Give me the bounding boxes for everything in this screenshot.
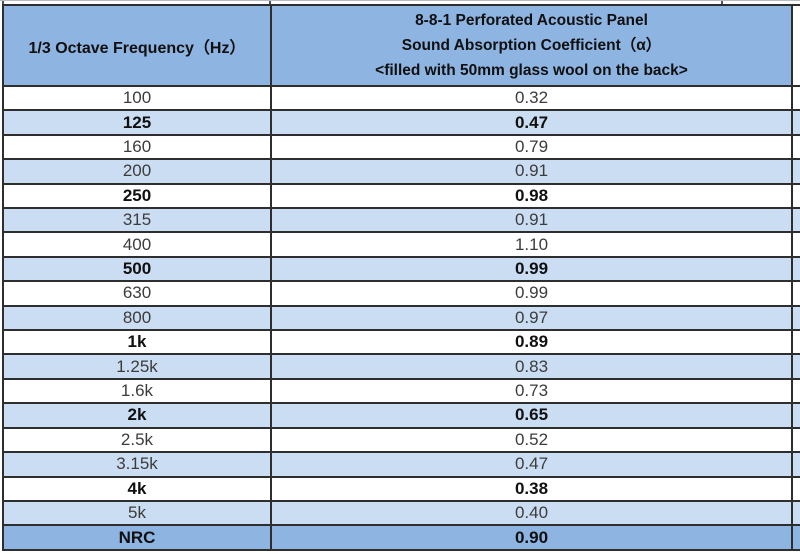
frequency-cell: NRC bbox=[118, 527, 156, 547]
coefficient-cell: 0.98 bbox=[270, 184, 791, 208]
frequency-cell: 500 bbox=[122, 259, 152, 279]
frequency-cell: 1.25k bbox=[116, 356, 158, 376]
table-row: NRC 0.90 bbox=[4, 526, 800, 551]
absorption-table: 1/3 Octave Frequency（Hz） 8-8-1 Perforate… bbox=[2, 4, 800, 551]
cropped-column-sliver bbox=[791, 379, 800, 403]
table-row: 100 0.32 bbox=[4, 87, 800, 112]
table-row: 160 0.79 bbox=[4, 135, 800, 161]
cropped-column-sliver bbox=[791, 501, 800, 525]
crop-artifact-tick bbox=[2, 1, 4, 5]
coefficient-cell: 0.83 bbox=[270, 355, 791, 378]
frequency-cell: 100 bbox=[122, 88, 152, 108]
cropped-column-sliver bbox=[791, 160, 800, 183]
frequency-cell: 400 bbox=[122, 234, 152, 254]
frequency-cell: 1k bbox=[127, 332, 147, 352]
frequency-cell: 2.5k bbox=[120, 429, 154, 449]
table-row: 500 0.99 bbox=[4, 257, 800, 283]
table-row: 800 0.97 bbox=[4, 306, 800, 332]
crop-artifact-tick bbox=[269, 1, 271, 5]
frequency-header-cell: 1/3 Octave Frequency（Hz） bbox=[28, 39, 246, 57]
coefficient-cell: 0.99 bbox=[270, 282, 791, 305]
cropped-column-sliver bbox=[791, 87, 800, 110]
frequency-cell: 315 bbox=[122, 210, 152, 230]
cropped-column-sliver bbox=[791, 111, 800, 134]
table-row: 630 0.99 bbox=[4, 282, 800, 307]
table-row: 5k 0.40 bbox=[4, 501, 800, 527]
cropped-column-sliver bbox=[791, 355, 800, 378]
table-row: 2.5k 0.52 bbox=[4, 428, 800, 454]
coefficient-cell: 0.99 bbox=[270, 257, 791, 281]
cropped-column-sliver bbox=[791, 404, 800, 427]
coefficient-header-cell: 8-8-1 Perforated Acoustic Panel Sound Ab… bbox=[270, 6, 791, 85]
frequency-cell: 4k bbox=[127, 478, 147, 498]
cropped-column-sliver bbox=[791, 257, 800, 281]
cropped-column-sliver bbox=[791, 453, 800, 476]
cropped-column-sliver bbox=[791, 306, 800, 330]
coefficient-cell: 0.79 bbox=[270, 135, 791, 159]
table-row: 400 1.10 bbox=[4, 233, 800, 258]
frequency-cell: 250 bbox=[122, 185, 152, 205]
coefficient-cell: 1.10 bbox=[270, 233, 791, 256]
header-line-backing-note: <filled with 50mm glass wool on the back… bbox=[375, 62, 688, 79]
header-line-product: 8-8-1 Perforated Acoustic Panel bbox=[415, 12, 648, 29]
table-row: 315 0.91 bbox=[4, 209, 800, 234]
coefficient-cell: 0.32 bbox=[270, 87, 791, 110]
cropped-column-sliver bbox=[791, 526, 800, 549]
table-body: 100 0.32 125 0.47 160 0.79 200 0.91 250 … bbox=[4, 87, 800, 551]
cropped-column-sliver bbox=[791, 282, 800, 305]
coefficient-cell: 0.65 bbox=[270, 404, 791, 427]
table-row: 1k 0.89 bbox=[4, 331, 800, 356]
coefficient-cell: 0.38 bbox=[270, 477, 791, 500]
coefficient-cell: 0.52 bbox=[270, 428, 791, 452]
cropped-column-sliver bbox=[791, 477, 800, 500]
coefficient-cell: 0.90 bbox=[270, 526, 791, 549]
table-row: 200 0.91 bbox=[4, 160, 800, 185]
coefficient-cell: 0.91 bbox=[270, 160, 791, 183]
table-row: 4k 0.38 bbox=[4, 477, 800, 502]
coefficient-cell: 0.73 bbox=[270, 379, 791, 403]
cropped-column-sliver bbox=[791, 233, 800, 256]
frequency-cell: 1.6k bbox=[120, 381, 154, 401]
table-row: 3.15k 0.47 bbox=[4, 453, 800, 478]
table-header-row: 1/3 Octave Frequency（Hz） 8-8-1 Perforate… bbox=[4, 6, 800, 87]
frequency-cell: 800 bbox=[122, 307, 152, 327]
frequency-cell: 5k bbox=[128, 503, 146, 523]
table-row: 125 0.47 bbox=[4, 111, 800, 136]
frequency-cell: 630 bbox=[122, 283, 152, 303]
frequency-cell: 2k bbox=[127, 405, 147, 425]
cropped-column-sliver bbox=[791, 428, 800, 452]
crop-artifact-tick bbox=[721, 1, 723, 5]
cropped-column-sliver bbox=[791, 6, 800, 85]
cropped-column-sliver bbox=[791, 184, 800, 208]
frequency-cell: 200 bbox=[122, 161, 152, 181]
coefficient-cell: 0.89 bbox=[270, 331, 791, 354]
coefficient-cell: 0.47 bbox=[270, 111, 791, 134]
frequency-cell: 125 bbox=[122, 112, 152, 132]
coefficient-cell: 0.91 bbox=[270, 209, 791, 232]
header-line-coefficient: Sound Absorption Coefficient（α） bbox=[401, 37, 662, 54]
frequency-cell: 3.15k bbox=[116, 454, 158, 474]
frequency-cell: 160 bbox=[122, 137, 152, 157]
cropped-column-sliver bbox=[791, 331, 800, 354]
cropped-row-strip bbox=[0, 0, 800, 5]
table-row: 2k 0.65 bbox=[4, 404, 800, 429]
cropped-column-sliver bbox=[791, 209, 800, 232]
table-row: 1.25k 0.83 bbox=[4, 355, 800, 380]
cropped-column-sliver bbox=[791, 135, 800, 159]
table-row: 1.6k 0.73 bbox=[4, 379, 800, 405]
coefficient-cell: 0.40 bbox=[270, 501, 791, 525]
table-row: 250 0.98 bbox=[4, 184, 800, 210]
coefficient-cell: 0.97 bbox=[270, 306, 791, 330]
coefficient-cell: 0.47 bbox=[270, 453, 791, 476]
